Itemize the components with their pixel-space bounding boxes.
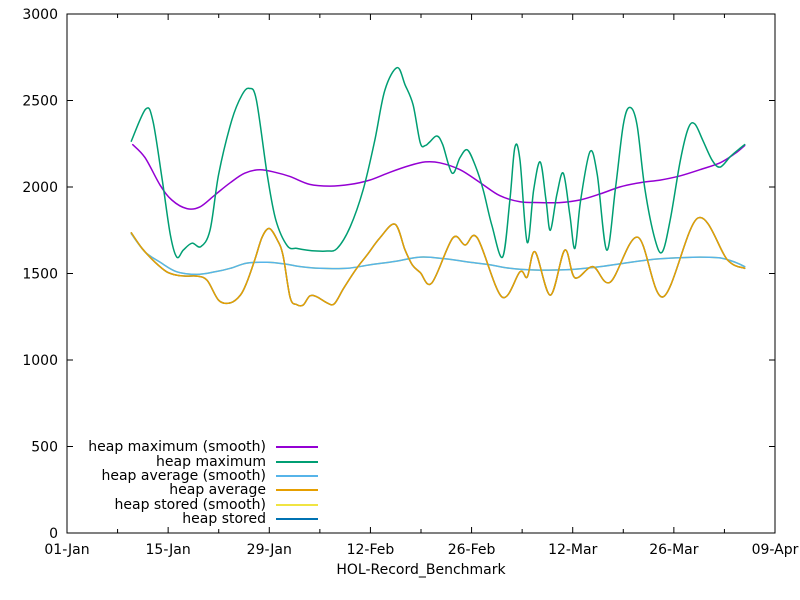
y-tick-label: 500	[31, 440, 58, 456]
y-tick-label: 1000	[22, 353, 58, 369]
x-tick-label: 01-Jan	[44, 542, 89, 558]
legend-item-heap-maximum-smooth: heap maximum (smooth)	[0, 439, 318, 456]
y-tick-label: 3000	[22, 7, 58, 23]
legend-label: heap stored	[182, 511, 266, 528]
x-tick-label: 26-Feb	[448, 542, 496, 558]
legend: heap maximum (smooth) heap maximum heap av…	[0, 439, 318, 528]
legend-label: heap maximum (smooth)	[88, 439, 266, 456]
legend-swatch	[276, 489, 318, 492]
legend-item-heap-average: heap average	[0, 482, 318, 499]
x-tick-label: 26-Mar	[649, 542, 699, 558]
legend-label: heap maximum	[156, 453, 266, 470]
x-tick-label: 12-Feb	[347, 542, 395, 558]
series-heap-maximum-smooth	[131, 143, 746, 210]
x-tick-label: 09-Apr	[752, 542, 799, 558]
legend-item-heap-average-smooth: heap average (smooth)	[0, 467, 318, 484]
legend-label: heap average (smooth)	[101, 467, 266, 484]
x-tick-label: 15-Jan	[146, 542, 191, 558]
legend-swatch	[276, 460, 318, 463]
series-heap-average-smooth	[130, 232, 746, 276]
y-tick-label: 1500	[22, 267, 58, 283]
series-heap-average	[130, 216, 746, 307]
series-heap-stored-smooth	[130, 232, 746, 276]
legend-item-heap-maximum: heap maximum	[0, 453, 318, 470]
series-heap-maximum	[130, 66, 746, 259]
legend-swatch	[276, 446, 318, 449]
legend-swatch	[276, 503, 318, 506]
y-tick-label: 2500	[22, 94, 58, 110]
x-tick-label: 29-Jan	[247, 542, 292, 558]
legend-label: heap stored (smooth)	[114, 496, 267, 513]
legend-item-heap-stored-smooth: heap stored (smooth)	[0, 496, 318, 513]
legend-label: heap average	[169, 482, 266, 499]
legend-item-heap-stored: heap stored	[0, 511, 318, 528]
legend-swatch	[276, 518, 318, 521]
x-axis-title: HOL-Record_Benchmark	[336, 562, 506, 578]
y-tick-label: 0	[49, 526, 58, 542]
y-tick-label: 2000	[22, 180, 58, 196]
legend-swatch	[276, 474, 318, 477]
x-tick-label: 12-Mar	[548, 542, 598, 558]
